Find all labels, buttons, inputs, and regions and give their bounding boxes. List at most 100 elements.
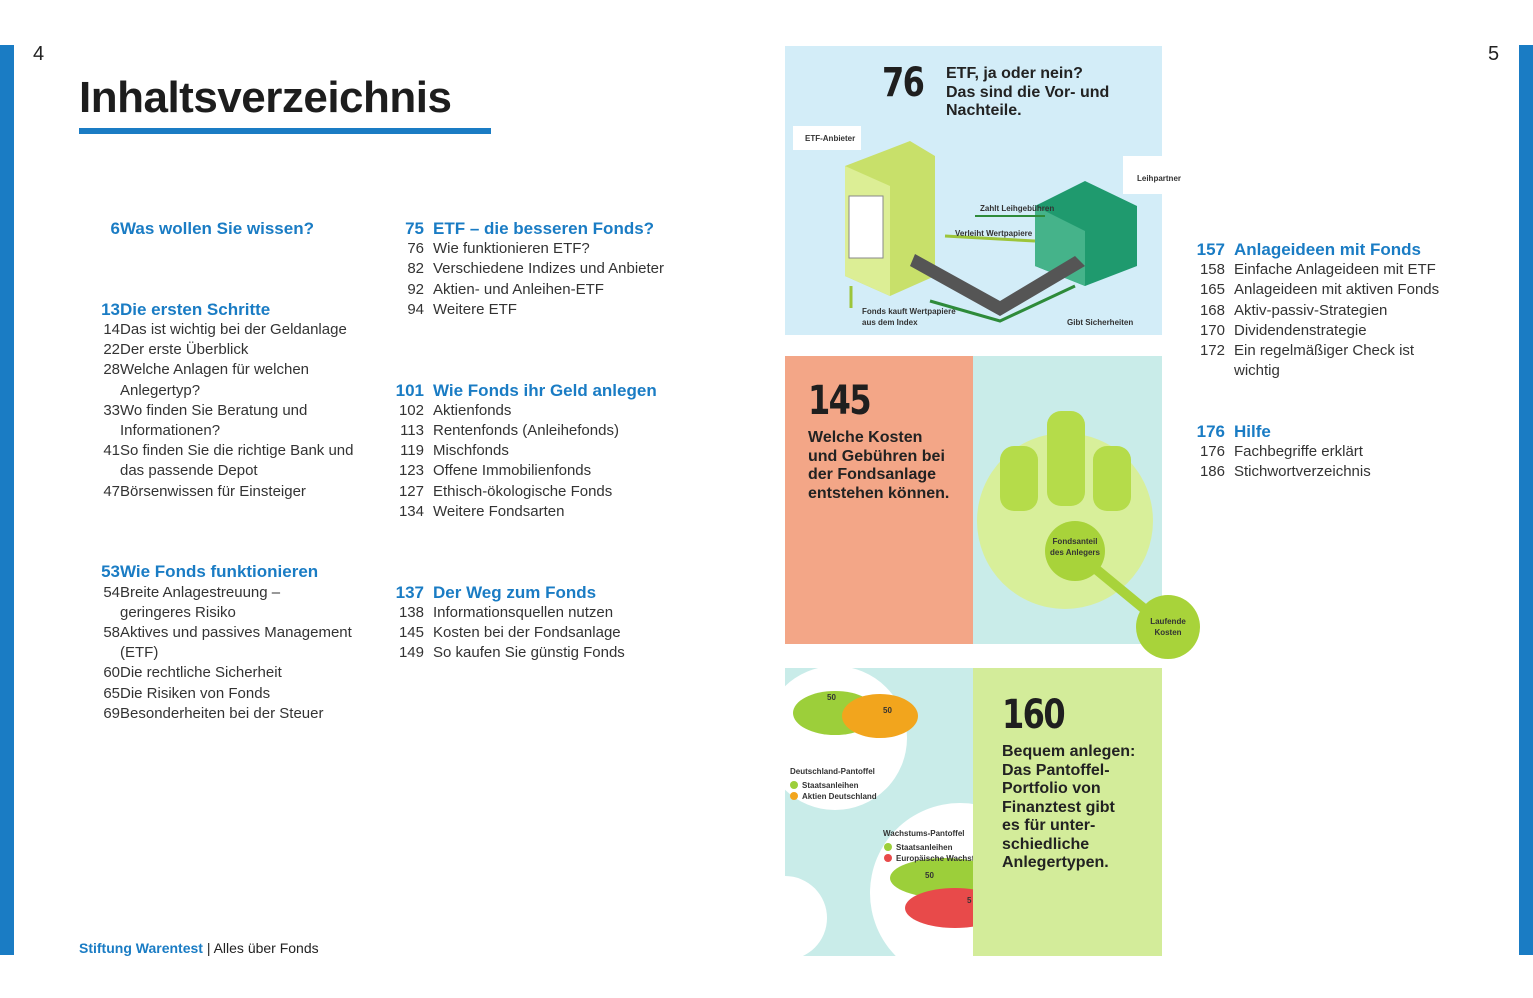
entry-title: Kosten bei der Fondsanlage: [433, 624, 621, 641]
page-number: 4: [33, 43, 45, 65]
illustration-label: Verleiht Wertpapiere: [955, 229, 1033, 238]
panel-text-line: und Gebühren bei: [808, 447, 945, 465]
section-number: 13: [101, 299, 120, 319]
panel-text: Welche Kosten und Gebühren bei der Fondsan…: [808, 429, 949, 503]
entry-page: 41: [103, 442, 120, 460]
section-number: 6: [110, 219, 120, 238]
illustration-label: Staatsanleihen: [802, 781, 859, 790]
panel-text-line: es für unter-: [1002, 817, 1096, 834]
panel-illustration-etf: ETF-Anbieter Leihpartner Zahlt Leihgebüh…: [785, 46, 1196, 335]
illustration-label: ETF-Anbieter: [805, 134, 855, 143]
illustration-label: aus dem Index: [862, 318, 918, 327]
entry-page: 14: [103, 321, 120, 338]
panel-text-line: Portfolio von: [1002, 780, 1101, 797]
illustration-label: Fondsanteil: [1053, 537, 1098, 546]
section-title: Was wollen Sie wissen?: [120, 219, 314, 238]
entry-title: Die rechtliche Sicherheit: [120, 664, 282, 682]
entry-title: Informationen?: [120, 422, 221, 439]
panel-illustration-portfolio: 50 50 Deutschland-Pantoffel Staatsanleih…: [785, 668, 1162, 956]
entry-title: Aktienfonds: [433, 401, 512, 419]
entry-title: Die Risiken von Fonds: [120, 684, 271, 702]
entry-page: 145: [398, 624, 424, 641]
entry-page: 82: [407, 260, 424, 278]
entry-title: Offene Immobilienfonds: [433, 462, 592, 480]
entry-page: 60: [103, 664, 120, 682]
panel-text-line: schiedliche: [1002, 835, 1090, 853]
entry-title: Fachbegriffe erklärt: [1234, 443, 1363, 460]
entry-title: Stichwortverzeichnis: [1234, 463, 1371, 481]
illustration-label: des Anlegers: [1050, 548, 1100, 557]
panel-text-line: der Fondsanlage: [808, 466, 937, 483]
panel-text-line: Welche Kosten: [808, 429, 923, 446]
entry-page: 113: [400, 422, 424, 439]
illustration-label: Deutschland-Pantoffel: [790, 767, 875, 776]
illustration-label: Fonds kauft Wertpapiere: [862, 307, 956, 316]
illustration-label: Laufende: [1150, 617, 1186, 626]
section-number: 176: [1196, 421, 1225, 441]
illustration-label: Kosten: [1154, 628, 1181, 637]
section-number: 101: [395, 380, 424, 400]
panel-text-line: Finanztest gibt: [1002, 798, 1115, 816]
entry-title: geringeres Risiko: [120, 603, 236, 621]
entry-title: Aktiv-passiv-Strategien: [1234, 301, 1388, 319]
entry-page: 102: [398, 401, 424, 419]
entry-title: das passende Depot: [120, 462, 258, 480]
illustration-label: Staatsanleihen: [896, 843, 953, 852]
entry-title: Mischfonds: [433, 442, 509, 460]
entry-page: 134: [398, 502, 424, 520]
entry-page: 168: [1199, 301, 1225, 319]
illustration-label: 50: [827, 693, 836, 702]
entry-title: Weitere ETF: [433, 300, 517, 318]
panel-text-line: entstehen können.: [808, 484, 950, 502]
panel-number: 76: [882, 60, 925, 106]
entry-title: Verschiedene Indizes und Anbieter: [433, 260, 664, 278]
entry-page: 138: [398, 603, 424, 621]
illustration-label: Gibt Sicherheiten: [1067, 318, 1133, 327]
entry-page: 170: [1199, 321, 1225, 339]
entry-title: Ein regelmäßiger Check ist: [1234, 342, 1415, 359]
entry-title: Ethisch-ökologische Fonds: [433, 482, 613, 500]
section-number: 75: [405, 219, 424, 238]
section-title: Der Weg zum Fonds: [433, 582, 597, 602]
entry-page: 69: [103, 704, 120, 722]
panel-text-line: Das sind die Vor- und: [946, 83, 1110, 101]
entry-page: 119: [400, 442, 424, 460]
entry-title: Breite Anlagestreuung –: [120, 583, 281, 601]
entry-title: Informationsquellen nutzen: [433, 603, 614, 621]
entry-title: So kaufen Sie günstig Fonds: [433, 644, 625, 662]
illustration-label: 50: [883, 706, 892, 715]
panel-text-line: ETF, ja oder nein?: [946, 65, 1083, 82]
entry-page: 149: [398, 644, 424, 662]
entry-title: Wo finden Sie Beratung und: [120, 401, 308, 419]
entry-title: Börsenwissen für Einsteiger: [120, 482, 306, 500]
footer-book: Alles über Fonds: [213, 940, 319, 956]
entry-title: Aktien- und Anleihen-ETF: [433, 280, 604, 298]
illustration-label: Europäische Wachstum: [896, 854, 986, 863]
entry-title: Das ist wichtig bei der Geldanlage: [120, 321, 347, 338]
title-underline: [79, 128, 491, 134]
entry-title: Der erste Überblick: [120, 341, 249, 359]
section-number: 157: [1196, 240, 1225, 259]
entry-title: Aktives und passives Management: [120, 624, 352, 641]
panel-text: ETF, ja oder nein? Das sind die Vor- und N…: [946, 65, 1109, 121]
entry-title: Anlegertyp?: [120, 381, 201, 399]
panel-text-line: Anlegertypen.: [1002, 854, 1109, 871]
entry-title: Rentenfonds (Anleihefonds): [433, 422, 619, 439]
panel-illustration-costs: Fondsanteil des Anlegers Laufende Kosten: [785, 356, 1200, 659]
left-bar: [0, 45, 14, 955]
panel-text-line: Nachteile.: [946, 102, 1022, 119]
page-number: 5: [1488, 43, 1500, 65]
section-title: Die ersten Schritte: [120, 299, 271, 319]
section-title: Wie Fonds ihr Geld anlegen: [433, 380, 657, 400]
entry-page: 92: [407, 280, 424, 298]
entry-page: 65: [103, 684, 120, 702]
entry-page: 76: [407, 240, 424, 258]
entry-title: (ETF): [120, 644, 159, 662]
entry-page: 94: [407, 300, 424, 318]
entry-title: wichtig: [1234, 362, 1280, 380]
entry-title: Besonderheiten bei der Steuer: [120, 704, 324, 722]
entry-page: 165: [1199, 281, 1225, 299]
entry-page: 123: [398, 462, 424, 480]
entry-title: Welche Anlagen für welchen: [120, 361, 310, 379]
